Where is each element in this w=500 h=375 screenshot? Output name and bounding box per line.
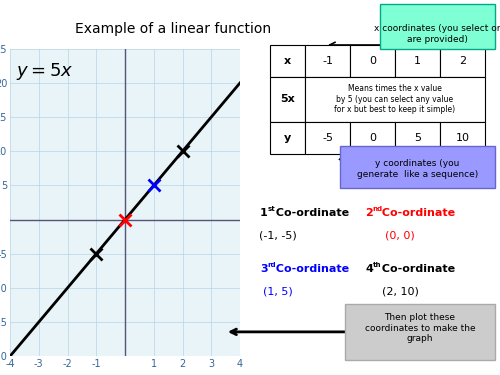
Text: Means times the x value
by 5 (you can select any value
for x but best to keep it: Means times the x value by 5 (you can se…	[334, 84, 456, 114]
Text: -5: -5	[322, 133, 333, 143]
Text: 3: 3	[260, 264, 268, 274]
Text: y: y	[284, 133, 291, 143]
Text: 2: 2	[365, 207, 373, 218]
Text: Example of a linear function: Example of a linear function	[75, 22, 271, 36]
Text: Co-ordinate: Co-ordinate	[378, 264, 454, 274]
Text: nd: nd	[372, 206, 382, 212]
Text: st: st	[268, 206, 275, 212]
Text: 0: 0	[369, 133, 376, 143]
Text: 5: 5	[414, 133, 421, 143]
Text: 2: 2	[459, 56, 466, 66]
Text: 5x: 5x	[280, 94, 295, 104]
Text: (2, 10): (2, 10)	[382, 286, 418, 296]
Text: rd: rd	[268, 262, 276, 268]
Text: (0, 0): (0, 0)	[385, 230, 415, 240]
Text: x: x	[284, 56, 291, 66]
Text: Co-ordinate: Co-ordinate	[272, 207, 349, 218]
Text: y coordinates (you
generate  like a sequence): y coordinates (you generate like a seque…	[357, 159, 478, 179]
Text: (-1, -5): (-1, -5)	[258, 230, 296, 240]
Text: $y=5x$: $y=5x$	[16, 61, 73, 82]
Text: 1: 1	[414, 56, 421, 66]
Text: x coordinates (you select or
are provided): x coordinates (you select or are provide…	[374, 24, 500, 44]
Text: 10: 10	[456, 133, 469, 143]
Text: Co-ordinate: Co-ordinate	[378, 207, 454, 218]
Text: Then plot these
coordinates to make the
graph: Then plot these coordinates to make the …	[364, 313, 476, 343]
Text: 1: 1	[260, 207, 268, 218]
Text: 4: 4	[365, 264, 373, 274]
Text: Co-ordinate: Co-ordinate	[272, 264, 349, 274]
Text: -1: -1	[322, 56, 333, 66]
Text: th: th	[372, 262, 381, 268]
Text: 0: 0	[369, 56, 376, 66]
Text: (1, 5): (1, 5)	[262, 286, 292, 296]
